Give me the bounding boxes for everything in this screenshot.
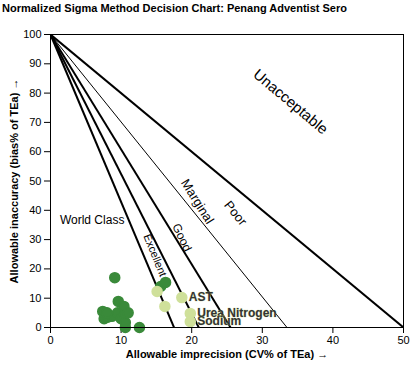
html-text:Normalized Sigma Method Decisi: Normalized Sigma Method Decision Chart: … [2,2,347,14]
svg-text:World Class: World Class [60,213,124,227]
svg-text:70: 70 [29,116,41,128]
svg-text:90: 90 [29,57,41,69]
svg-text:AST: AST [189,290,214,304]
svg-text:Allowable imprecision (CV% of: Allowable imprecision (CV% of TEa) → [126,348,328,360]
svg-text:Marginal: Marginal [178,176,217,226]
svg-text:60: 60 [29,145,41,157]
svg-text:80: 80 [29,87,41,99]
svg-text:Excellent: Excellent [142,232,170,278]
svg-text:Sodium: Sodium [197,314,241,328]
svg-text:10: 10 [29,292,41,304]
svg-text:0: 0 [47,334,53,346]
svg-text:20: 20 [186,334,198,346]
svg-text:10: 10 [115,334,127,346]
svg-text:Unacceptable: Unacceptable [250,65,331,137]
svg-text:Good: Good [169,221,194,254]
svg-text:50: 50 [29,175,41,187]
svg-text:Urea Nitrogen: Urea Nitrogen [197,306,277,321]
svg-text:50: 50 [397,334,409,346]
svg-text:0: 0 [35,321,41,333]
svg-text:100: 100 [23,28,41,40]
svg-text:40: 40 [327,334,339,346]
svg-text:30: 30 [29,233,41,245]
svg-text:30: 30 [256,334,268,346]
svg-text:20: 20 [29,262,41,274]
svg-text:Allowable inaccuracy (bias% of: Allowable inaccuracy (bias% of TEa) → [8,79,20,284]
svg-text:40: 40 [29,204,41,216]
svg-text:Poor: Poor [221,198,250,229]
